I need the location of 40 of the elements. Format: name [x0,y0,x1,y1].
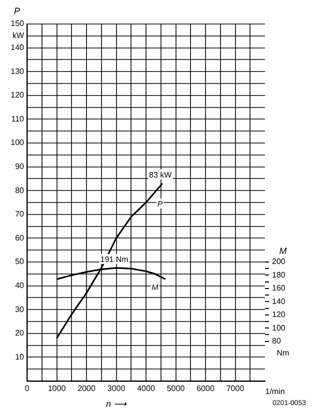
y-tick-label: 110 [11,114,25,124]
y-axis-title: P [14,6,20,16]
y2-axis-title: M [279,246,288,256]
y-tick-label: 70 [15,210,25,219]
y2-tick-label: 100 [272,323,286,332]
y2-tick-label: 140 [272,296,286,306]
x-tick-label: 1000 [48,384,66,394]
text: Nm [276,348,290,358]
y-tick-label: 140 [10,43,25,52]
y2-tick-label: 200 [272,257,286,266]
y-tick-label: kW [12,31,24,40]
y-tick-label: 40 [15,281,25,290]
text: 1/min [265,387,285,396]
y2-tick-label: 80 [272,336,282,346]
y-tick-label: 10 [15,352,25,362]
x-tick-label: 5000 [166,384,186,394]
y-tick-label: 120 [10,90,25,100]
series-label: M [152,282,159,292]
data-label: 191 Nm [100,254,129,264]
x-tick-label: 6000 [196,384,215,394]
y-tick-label: 80 [15,186,25,195]
y-tick-label: 90 [15,162,25,172]
y-tick-label: 60 [15,233,25,242]
x-tick-label: 0 [24,384,30,394]
y-tick-label: 20 [15,328,25,338]
y-tick-label: 130 [10,66,25,76]
series-label: P [157,200,164,208]
x-tick-label: 4000 [137,384,156,394]
y-tick-label: 30 [15,304,25,314]
x-tick-label: 2000 [78,384,96,394]
y-tick-label: 50 [15,257,25,266]
y-tick-label: 150 [10,19,25,28]
x-axis-title: n ⟶ [106,399,128,409]
y2-tick-label: 120 [272,310,286,320]
x-tick-label: 3000 [107,384,126,394]
y2-tick-label: 160 [272,284,286,293]
x-tick-label: 7000 [226,384,245,394]
y2-tick-label: 180 [272,270,286,280]
y-tick-label: 100 [10,138,25,148]
data-label: 83 kW [149,170,172,180]
